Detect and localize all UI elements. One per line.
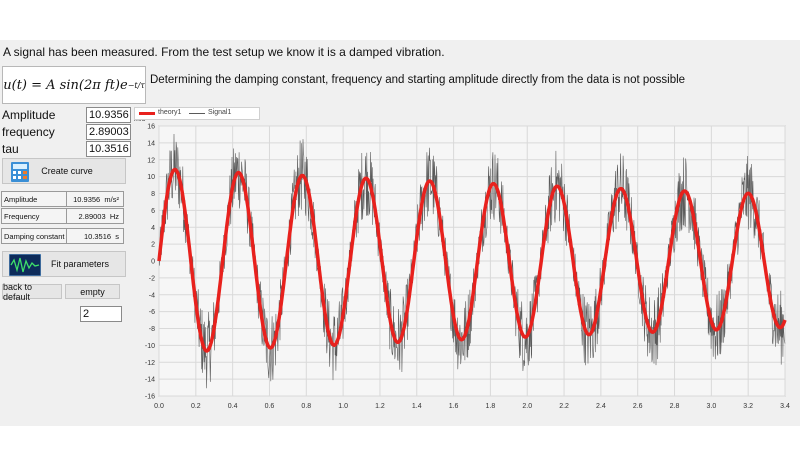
x-tick-label: 0.4 — [228, 403, 238, 410]
x-tick-label: 3.4 — [780, 403, 790, 410]
formula-rhs: A sin(2π ft)e — [46, 77, 128, 93]
theory1-line — [157, 167, 787, 353]
x-tick-label: 2.8 — [670, 403, 680, 410]
chart-legend: theory1 Signal1 — [134, 107, 260, 120]
y-tick-label: 8 — [151, 191, 155, 198]
readout-damping-value: 10.3516 s — [83, 232, 119, 241]
readout-frequency-label: Frequency — [4, 212, 40, 221]
readout-frequency-value: 2.89003 Hz — [78, 212, 119, 221]
formula-lhs: u(t) = — [3, 77, 43, 93]
x-tick-label: 1.2 — [375, 403, 385, 410]
note-text: Determining the damping constant, freque… — [150, 74, 686, 86]
x-tick-label: 2.4 — [596, 403, 606, 410]
y-tick-label: 4 — [151, 225, 155, 232]
formula-exponent: −t/τ — [127, 80, 145, 90]
x-tick-label: 1.8 — [486, 403, 496, 410]
x-tick-label: 3.2 — [743, 403, 753, 410]
y-tick-label: 2 — [151, 242, 155, 249]
y-tick-label: -10 — [145, 343, 155, 350]
x-tick-label: 1.4 — [412, 403, 422, 410]
amplitude-input[interactable]: 10.9356 — [86, 107, 131, 123]
readout-amplitude-label: Amplitude — [4, 195, 38, 204]
x-tick-label: 3.0 — [706, 403, 716, 410]
x-tick-label: 0.6 — [265, 403, 275, 410]
empty-button[interactable]: empty — [65, 284, 120, 299]
readout-separator — [66, 192, 67, 206]
y-tick-label: -14 — [145, 377, 155, 384]
param-label-tau: tau — [2, 142, 19, 156]
y-tick-label: -2 — [149, 275, 155, 282]
fit-parameters-label: Fit parameters — [50, 259, 110, 269]
numeric-input[interactable]: 2 — [80, 306, 122, 322]
y-tick-label: 12 — [147, 157, 155, 164]
x-tick-label: 2.0 — [522, 403, 532, 410]
readout-separator — [66, 229, 67, 243]
readout-separator — [66, 209, 67, 223]
y-tick-label: -16 — [145, 394, 155, 401]
fit-parameters-button[interactable]: Fit parameters — [2, 251, 126, 277]
readout-amplitude-value: 10.9356 m/s² — [73, 195, 119, 204]
frequency-input[interactable]: 2.89003 — [86, 124, 131, 140]
y-tick-label: 16 — [147, 124, 155, 131]
param-label-frequency: frequency — [2, 125, 55, 139]
intro-text: A signal has been measured. From the tes… — [3, 45, 445, 59]
back-to-default-button[interactable]: back to default — [2, 282, 62, 302]
y-tick-label: 10 — [147, 174, 155, 181]
y-tick-label: 6 — [151, 208, 155, 215]
tau-input[interactable]: 10.3516 — [86, 141, 131, 157]
y-tick-label: 14 — [147, 140, 155, 147]
x-tick-label: 0.2 — [191, 403, 201, 410]
legend-signal-label: Signal1 — [208, 109, 232, 116]
waveform-icon — [9, 254, 41, 276]
x-tick-label: 1.0 — [338, 403, 348, 410]
y-tick-label: -6 — [149, 309, 155, 316]
x-tick-label: 2.6 — [633, 403, 643, 410]
readout-frequency: Frequency 2.89003 Hz — [1, 208, 124, 224]
create-curve-button[interactable]: Create curve — [2, 158, 126, 184]
formula-box: u(t) = A sin(2π ft)e −t/τ — [2, 66, 146, 104]
x-tick-label: 0.0 — [154, 403, 164, 410]
x-tick-label: 1.6 — [449, 403, 459, 410]
param-label-amplitude: Amplitude — [2, 108, 56, 122]
y-tick-label: -8 — [149, 326, 155, 333]
readout-damping-label: Damping constant — [4, 232, 65, 241]
readout-damping: Damping constant 10.3516 s — [1, 228, 124, 244]
calculator-icon — [11, 162, 29, 182]
x-tick-label: 0.8 — [301, 403, 311, 410]
legend-theory-label: theory1 — [158, 109, 182, 116]
y-tick-label: 0 — [151, 259, 155, 266]
x-tick-label: 2.2 — [559, 403, 569, 410]
y-tick-label: -4 — [149, 292, 155, 299]
readout-amplitude: Amplitude 10.9356 m/s² — [1, 191, 124, 207]
y-tick-label: -12 — [145, 360, 155, 367]
create-curve-label: Create curve — [41, 166, 93, 176]
